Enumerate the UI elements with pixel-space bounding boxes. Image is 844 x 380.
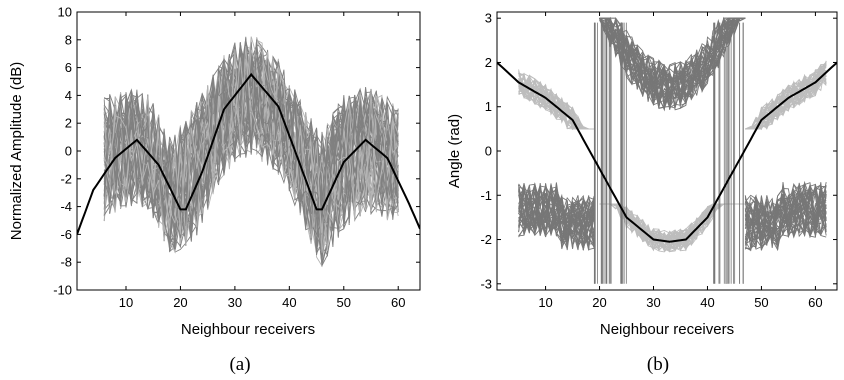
measured-trace — [745, 181, 827, 250]
y-tick-label: 4 — [65, 88, 72, 103]
y-tick-label: -10 — [53, 283, 72, 298]
y-tick-label: -4 — [60, 199, 72, 214]
panel-caption-b: (b) — [647, 354, 669, 375]
x-tick-label: 50 — [754, 295, 768, 310]
y-tick-label: 0 — [485, 144, 492, 159]
measured-trace — [518, 72, 595, 130]
measured-trace — [518, 74, 595, 130]
measured-trace — [103, 36, 399, 235]
y-axis-label-b: Angle (rad) — [446, 114, 463, 188]
x-tick-label: 10 — [119, 295, 133, 310]
y-tick-label: 1 — [485, 99, 492, 114]
measured-trace — [103, 49, 399, 253]
measured-trace — [103, 49, 399, 252]
measured-trace — [103, 39, 399, 247]
y-tick-label: 8 — [65, 32, 72, 47]
x-axis-label-b: Neighbour receivers — [600, 321, 734, 338]
y-tick-label: -2 — [480, 232, 492, 247]
measured-trace — [103, 49, 399, 240]
panel-caption-a: (a) — [229, 354, 250, 375]
x-tick-label: 40 — [700, 295, 714, 310]
x-tick-label: 60 — [808, 295, 822, 310]
x-tick-label: 30 — [646, 295, 660, 310]
y-tick-label: -6 — [60, 227, 72, 242]
x-tick-label: 50 — [337, 295, 351, 310]
x-tick-label: 20 — [173, 295, 187, 310]
y-tick-label: 2 — [485, 55, 492, 70]
y-tick-label: 6 — [65, 60, 72, 75]
model-curve — [77, 72, 420, 235]
measured-trace — [518, 183, 595, 249]
measured-trace — [744, 193, 827, 240]
measured-trace — [518, 182, 595, 246]
y-tick-label: -2 — [60, 171, 72, 186]
panel-b: Neighbour receivers Angle (rad) (b) — [446, 11, 838, 375]
measured-trace — [745, 63, 827, 130]
y-axis-label-a: Normalized Amplitude (dB) — [8, 62, 25, 240]
y-tick-label: 2 — [65, 116, 72, 131]
x-tick-label: 60 — [391, 295, 405, 310]
y-tick-label: -8 — [60, 255, 72, 270]
measured-trace — [744, 182, 827, 243]
model-curve — [497, 61, 837, 243]
x-tick-label: 10 — [538, 295, 552, 310]
measured-trace — [518, 184, 595, 237]
y-tick-label: 0 — [65, 144, 72, 159]
x-tick-label: 40 — [282, 295, 296, 310]
panel-a: Neighbour receivers Normalized Amplitude… — [8, 11, 421, 375]
measured-trace — [103, 42, 399, 248]
x-tick-label: 30 — [228, 295, 242, 310]
measured-trace — [518, 82, 595, 130]
measured-trace — [744, 185, 827, 248]
measured-trace — [103, 42, 399, 260]
measured-trace — [518, 197, 595, 244]
y-tick-label: -1 — [480, 188, 492, 203]
measured-trace — [103, 71, 399, 253]
y-tick-label: -3 — [480, 276, 492, 291]
x-tick-label: 20 — [592, 295, 606, 310]
x-axis-label-a: Neighbour receivers — [181, 321, 315, 338]
y-tick-label: 3 — [485, 11, 492, 26]
y-tick-label: 10 — [58, 5, 72, 20]
